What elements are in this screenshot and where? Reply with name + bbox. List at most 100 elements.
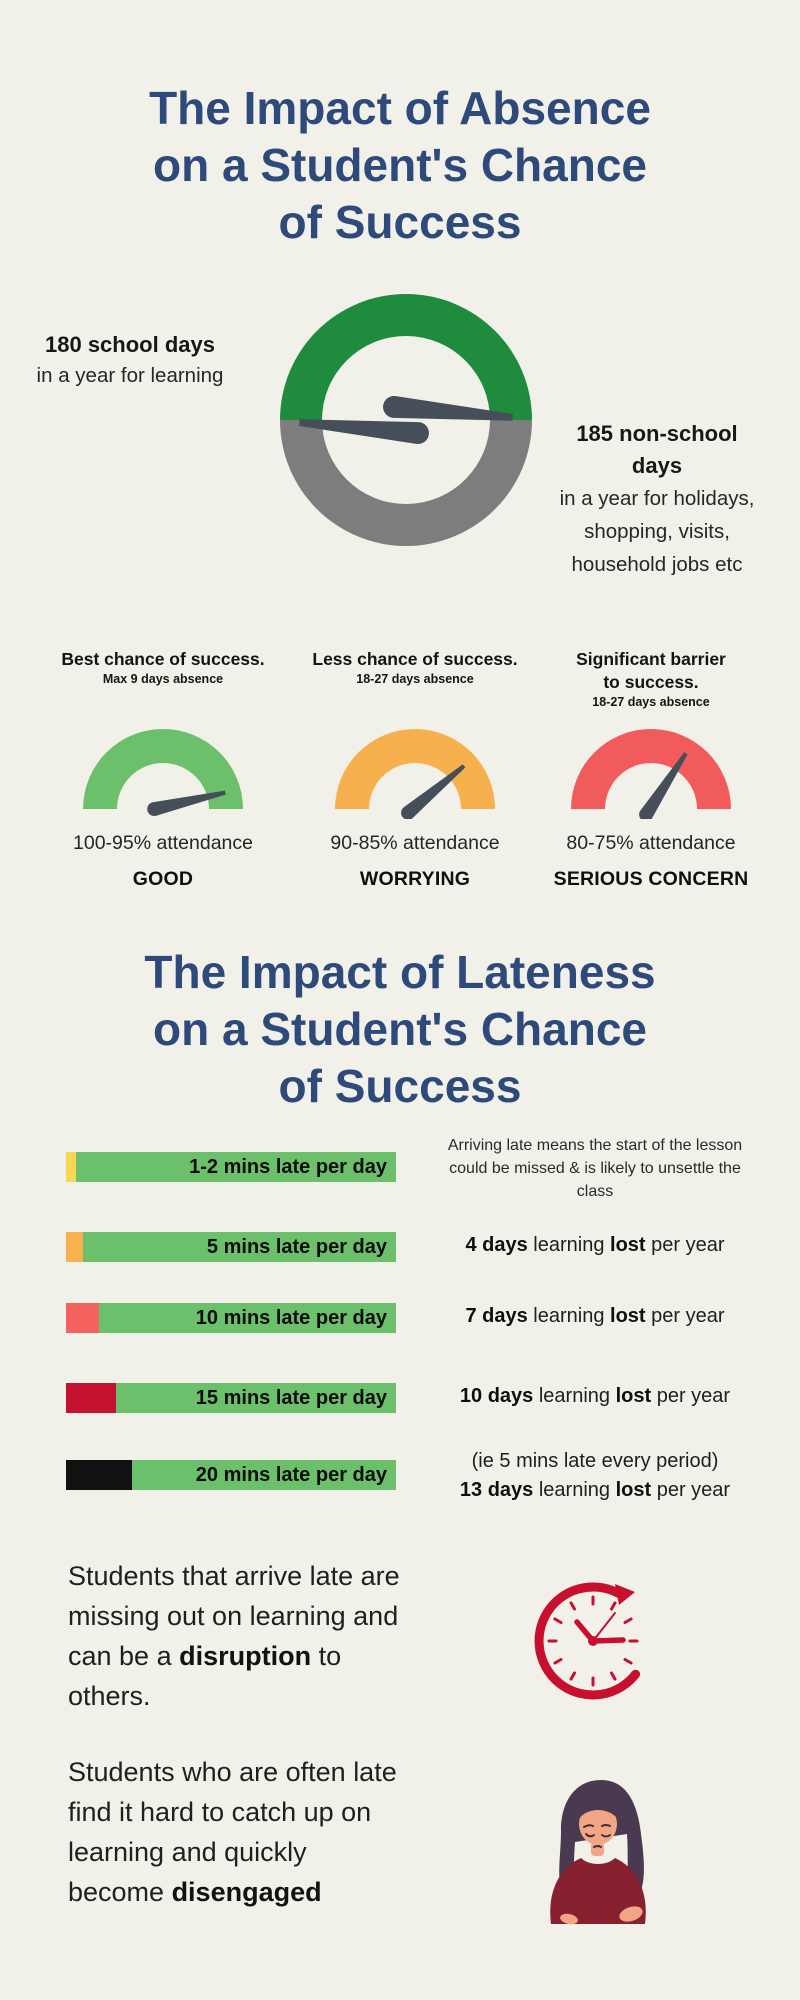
- clock-tick: [569, 1601, 576, 1611]
- gauge-header: Best chance of success.: [61, 649, 265, 669]
- clock-arrowhead: [615, 1584, 635, 1605]
- late-note-2: 4 days learning lost per year: [425, 1234, 765, 1257]
- gauge-header: Significant barrier to success.: [576, 649, 726, 692]
- left-closed-eye: [585, 1833, 595, 1838]
- disruption-paragraph: Students that arrive late are missing ou…: [68, 1556, 488, 1716]
- non-school-days-bold: 185 non-school days: [576, 421, 738, 478]
- gauge-verdict: GOOD: [132, 868, 194, 890]
- gauge-needle: [401, 764, 466, 819]
- note-text: per year: [645, 1305, 725, 1327]
- note-intro: (ie 5 mins late every period): [471, 1450, 719, 1472]
- school-days-text: in a year for learning: [36, 364, 224, 387]
- clock-tick: [610, 1601, 617, 1611]
- disengaged-word: disengaged: [171, 1877, 322, 1907]
- note-text: learning: [533, 1479, 616, 1501]
- donut-school-half: [280, 294, 532, 420]
- days-lost-value: 7 days: [465, 1305, 528, 1327]
- attendance-range: 80-75% attendance: [566, 832, 736, 854]
- late-note-4: 10 days learning lost per year: [425, 1385, 765, 1408]
- late-bar-row-5: 20 mins late per day: [66, 1460, 396, 1490]
- late-note-3: 7 days learning lost per year: [425, 1305, 765, 1328]
- lateness-title: The Impact of Lateness on a Student's Ch…: [144, 946, 656, 1112]
- gauge-arc: [335, 729, 495, 809]
- note-text: per year: [645, 1234, 725, 1256]
- gauge-verdict: WORRYING: [359, 868, 471, 890]
- note-line: 13 days learning lost per year: [425, 1476, 765, 1505]
- clock-tick: [623, 1658, 633, 1665]
- disruption-word: disruption: [179, 1641, 312, 1671]
- attendance-range: 100-95% attendance: [73, 832, 253, 854]
- non-school-days-label: 185 non-school days in a year for holida…: [512, 418, 800, 581]
- days-lost-value: 4 days: [465, 1234, 528, 1256]
- right-hand: [619, 1906, 643, 1922]
- disengaged-paragraph: Students who are often late find it hard…: [68, 1752, 488, 1912]
- absence-title: The Impact of Absence on a Student's Cha…: [149, 82, 651, 248]
- late-bar-row-1: 1-2 mins late per day: [66, 1152, 396, 1182]
- school-days-label: 180 school days in a year for learning: [15, 329, 245, 391]
- late-bar-row-2: 5 mins late per day: [66, 1232, 396, 1262]
- late-bar-severity-segment: [66, 1460, 132, 1490]
- note-text: learning: [533, 1385, 616, 1407]
- gauge-needle: [147, 790, 226, 816]
- gauge-column-serious-concern: Significant barrier to success. 18-27 da…: [531, 648, 771, 928]
- sad-student-illustration: [550, 1780, 646, 1925]
- note-text: learning: [527, 1305, 611, 1327]
- lost-word: lost: [610, 1305, 646, 1327]
- school-days-donut: [280, 294, 532, 546]
- late-bar-severity-segment: [66, 1303, 99, 1333]
- lost-word: lost: [615, 1385, 652, 1407]
- face: [579, 1803, 617, 1845]
- note-text: per year: [651, 1385, 731, 1407]
- para-text: to others.: [68, 1641, 342, 1711]
- late-bar-label: 5 mins late per day: [206, 1236, 387, 1258]
- gauge-needle: [639, 752, 688, 819]
- gauge-subheader: 18-27 days absence: [592, 695, 710, 709]
- clock-tick: [623, 1617, 633, 1624]
- late-bar-severity-segment: [66, 1152, 76, 1182]
- para-text: Students who are often late find it hard…: [68, 1757, 397, 1907]
- gauge-dial-serious: [571, 729, 731, 819]
- late-note-5: (ie 5 mins late every period) 13 days le…: [425, 1447, 765, 1505]
- late-bar-severity-segment: [66, 1232, 83, 1262]
- late-bar-label: 15 mins late per day: [195, 1387, 387, 1409]
- neck: [591, 1842, 604, 1856]
- lost-word: lost: [610, 1234, 646, 1256]
- clock-tick: [610, 1671, 617, 1681]
- clock-minute-hand: [590, 1637, 626, 1644]
- donut-non-school-half: [280, 420, 532, 546]
- gauge-header: Less chance of success.: [312, 649, 518, 669]
- crossed-arms: [553, 1891, 641, 1920]
- donut-needle-right: [383, 395, 513, 421]
- note-text: learning: [527, 1234, 611, 1256]
- clock-second-hand: [592, 1612, 616, 1642]
- gauge-column-good: Best chance of success. Max 9 days absen…: [43, 648, 283, 928]
- late-bar-severity-segment: [66, 1383, 116, 1413]
- gauge-column-worrying: Less chance of success. 18-27 days absen…: [295, 648, 535, 928]
- non-school-days-text: in a year for holidays, shopping, visits…: [559, 487, 755, 576]
- gauge-dial-worrying: [335, 729, 495, 819]
- gauge-arc: [571, 729, 731, 809]
- clock-ticks: [547, 1595, 639, 1687]
- gauge-subheader: Max 9 days absence: [102, 672, 224, 686]
- clock-center-dot: [588, 1636, 598, 1646]
- gauge-subheader: 18-27 days absence: [356, 672, 474, 686]
- donut-needle: [299, 395, 513, 445]
- days-lost-value: 13 days: [459, 1479, 534, 1501]
- right-eyebrow: [601, 1824, 611, 1827]
- clock-tick: [553, 1617, 563, 1624]
- clock-icon: [534, 1582, 641, 1700]
- late-bar-row-3: 10 mins late per day: [66, 1303, 396, 1333]
- late-note-1: Arriving late means the start of the les…: [447, 1137, 743, 1200]
- late-bar-label: 1-2 mins late per day: [189, 1156, 387, 1178]
- attendance-range: 90-85% attendance: [330, 832, 500, 854]
- left-eyebrow: [583, 1824, 594, 1828]
- gauge-dial-good: [83, 729, 243, 816]
- mouth: [593, 1845, 602, 1848]
- donut-needle-left: [299, 419, 429, 445]
- clock-tick: [553, 1658, 563, 1665]
- late-bar-row-4: 15 mins late per day: [66, 1383, 396, 1413]
- school-days-bold: 180 school days: [45, 332, 215, 357]
- right-closed-eye: [601, 1834, 611, 1838]
- late-bar-label: 10 mins late per day: [195, 1307, 387, 1329]
